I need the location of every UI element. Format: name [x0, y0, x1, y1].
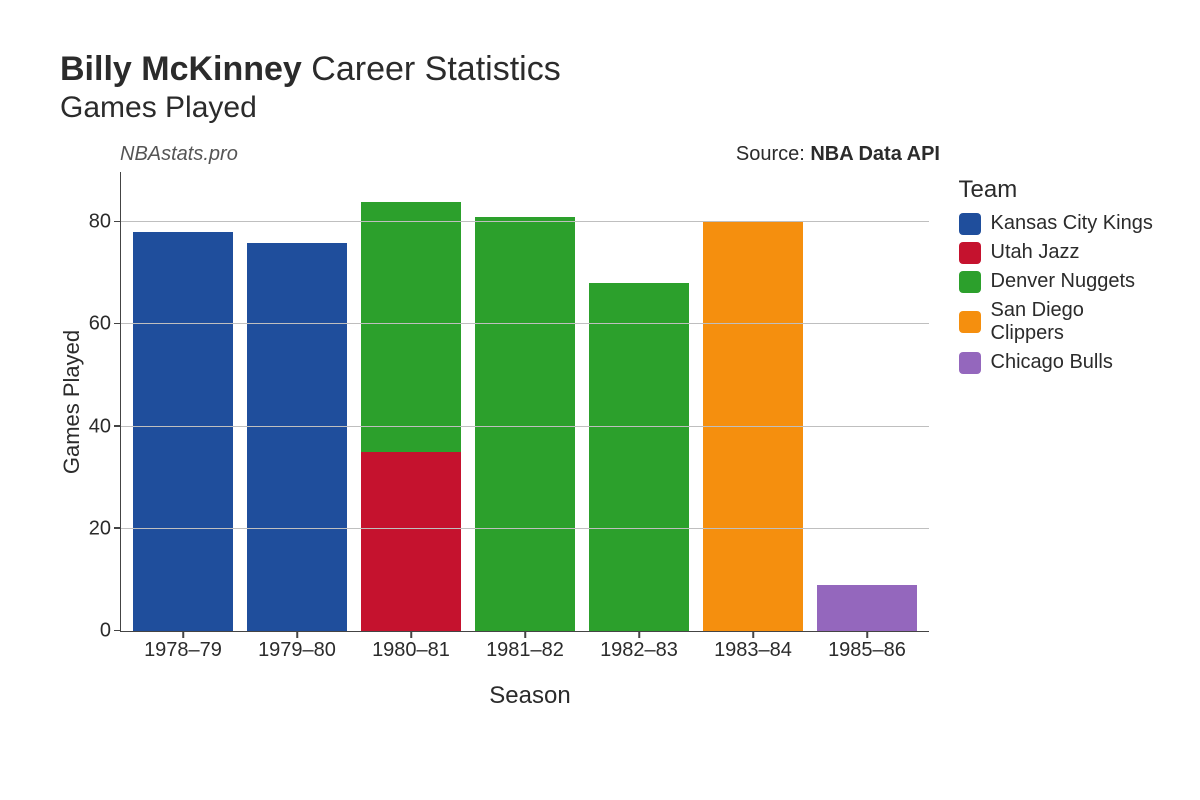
legend-label: Denver Nuggets	[991, 270, 1136, 293]
bar-segment	[817, 585, 917, 631]
y-axis-label: Games Played	[59, 330, 85, 474]
grid-line	[121, 426, 929, 427]
y-tick-mark	[114, 527, 121, 529]
legend-swatch	[959, 311, 981, 333]
title-line-2: Games Played	[60, 91, 1160, 125]
x-tick-mark	[296, 631, 298, 638]
legend-swatch	[959, 271, 981, 293]
bar-segment	[589, 283, 689, 631]
bar-segment	[475, 217, 575, 631]
title-rest: Career Statistics	[311, 50, 560, 88]
legend-item: Denver Nuggets	[959, 270, 1160, 293]
bar-segment	[247, 243, 347, 631]
legend-item: Chicago Bulls	[959, 351, 1160, 374]
y-tick-mark	[114, 221, 121, 223]
bars-layer	[121, 172, 929, 631]
grid-line	[121, 528, 929, 529]
source-credit: Source: NBA Data API	[736, 143, 940, 166]
y-tick-mark	[114, 323, 121, 325]
bar-segment	[133, 232, 233, 631]
x-tick-mark	[524, 631, 526, 638]
x-tick-mark	[182, 631, 184, 638]
plot-area: 0204060801978–791979–801980–811981–82198…	[120, 172, 929, 632]
chart-title: Billy McKinney Career Statistics Games P…	[60, 50, 1160, 125]
legend-swatch	[959, 352, 981, 374]
x-axis-label: Season	[120, 682, 940, 710]
legend-label: Utah Jazz	[991, 241, 1080, 264]
legend-swatch	[959, 242, 981, 264]
legend-title: Team	[959, 176, 1160, 204]
y-tick-mark	[114, 630, 121, 632]
y-tick-mark	[114, 425, 121, 427]
y-tick-label: 0	[100, 620, 111, 643]
legend-label: Chicago Bulls	[991, 351, 1113, 374]
source-name: NBA Data API	[810, 143, 940, 165]
x-tick-label: 1983–84	[714, 639, 792, 662]
title-bold: Billy McKinney	[60, 50, 302, 88]
legend-item: Kansas City Kings	[959, 212, 1160, 235]
y-tick-label: 40	[89, 415, 111, 438]
grid-line	[121, 221, 929, 222]
legend-item: Utah Jazz	[959, 241, 1160, 264]
x-tick-label: 1980–81	[372, 639, 450, 662]
y-tick-label: 80	[89, 211, 111, 234]
legend-label: San Diego Clippers	[991, 299, 1160, 345]
bar-segment	[361, 452, 461, 631]
legend: Team Kansas City Kings Utah Jazz Denver Nu…	[959, 176, 1160, 380]
chart-area: Games Played 0204060801978–791979–801980…	[120, 172, 1160, 632]
legend-swatch	[959, 213, 981, 235]
x-tick-mark	[410, 631, 412, 638]
x-tick-label: 1978–79	[144, 639, 222, 662]
grid-line	[121, 323, 929, 324]
x-tick-mark	[866, 631, 868, 638]
x-tick-label: 1982–83	[600, 639, 678, 662]
x-tick-mark	[638, 631, 640, 638]
legend-item: San Diego Clippers	[959, 299, 1160, 345]
x-tick-label: 1979–80	[258, 639, 336, 662]
y-tick-label: 20	[89, 517, 111, 540]
x-tick-label: 1985–86	[828, 639, 906, 662]
watermark: NBAstats.pro	[120, 143, 238, 166]
source-prefix: Source:	[736, 143, 810, 165]
x-tick-mark	[752, 631, 754, 638]
header-row: NBAstats.pro Source: NBA Data API	[120, 143, 940, 166]
bar-segment	[361, 202, 461, 452]
title-line-1: Billy McKinney Career Statistics	[60, 50, 1160, 89]
x-tick-label: 1981–82	[486, 639, 564, 662]
legend-label: Kansas City Kings	[991, 212, 1153, 235]
bar-segment	[703, 222, 803, 631]
y-tick-label: 60	[89, 313, 111, 336]
